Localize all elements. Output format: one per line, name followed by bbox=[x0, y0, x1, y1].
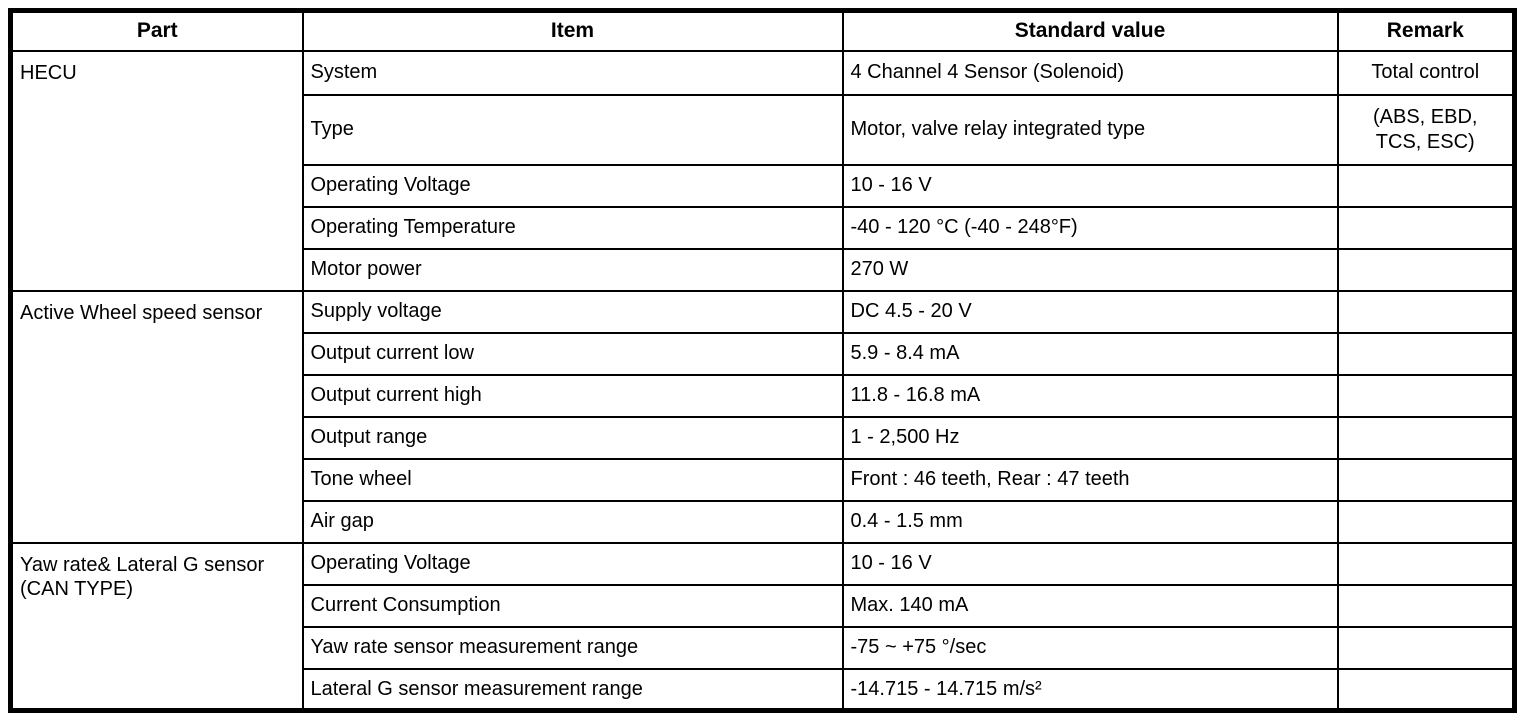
standard-value-cell: 270 W bbox=[841, 247, 1339, 292]
remark-cell bbox=[1336, 499, 1516, 544]
col-header-remark: Remark bbox=[1336, 9, 1516, 52]
standard-value-cell: -75 ~ +75 °/sec bbox=[841, 625, 1339, 670]
item-cell: System bbox=[301, 49, 844, 96]
standard-value-cell: Max. 140 mA bbox=[841, 583, 1339, 628]
remark-cell bbox=[1336, 625, 1516, 670]
remark-cell bbox=[1336, 667, 1516, 712]
table-row: Operating Voltage 10 - 16 V bbox=[11, 163, 1516, 208]
remark-cell bbox=[1336, 457, 1516, 502]
item-cell: Operating Temperature bbox=[301, 205, 844, 250]
part-cell-hecu: HECU bbox=[9, 49, 304, 292]
item-cell: Tone wheel bbox=[301, 457, 844, 502]
table-row: Output range 1 - 2,500 Hz bbox=[11, 415, 1516, 460]
item-cell: Type bbox=[301, 93, 844, 166]
standard-value-cell: Motor, valve relay integrated type bbox=[841, 93, 1339, 166]
table-row: Tone wheel Front : 46 teeth, Rear : 47 t… bbox=[11, 457, 1516, 502]
standard-value-cell: 5.9 - 8.4 mA bbox=[841, 331, 1339, 376]
remark-cell: Total control bbox=[1336, 49, 1516, 96]
remark-cell bbox=[1336, 247, 1516, 292]
table-row: Operating Temperature -40 - 120 °C (-40 … bbox=[11, 205, 1516, 250]
standard-value-cell: 10 - 16 V bbox=[841, 163, 1339, 208]
remark-cell bbox=[1336, 583, 1516, 628]
standard-value-cell: -40 - 120 °C (-40 - 248°F) bbox=[841, 205, 1339, 250]
specification-table: Part Item Standard value Remark HECU Sys… bbox=[8, 8, 1517, 713]
standard-value-cell: 10 - 16 V bbox=[841, 541, 1339, 586]
table-row: Motor power 270 W bbox=[11, 247, 1516, 292]
item-cell: Output current high bbox=[301, 373, 844, 418]
standard-value-cell: DC 4.5 - 20 V bbox=[841, 289, 1339, 334]
remark-cell bbox=[1336, 289, 1516, 334]
item-cell: Motor power bbox=[301, 247, 844, 292]
standard-value-cell: 0.4 - 1.5 mm bbox=[841, 499, 1339, 544]
item-cell: Operating Voltage bbox=[301, 541, 844, 586]
table-row: Output current high 11.8 - 16.8 mA bbox=[11, 373, 1516, 418]
remark-cell bbox=[1336, 541, 1516, 586]
standard-value-cell: 1 - 2,500 Hz bbox=[841, 415, 1339, 460]
remark-cell bbox=[1336, 373, 1516, 418]
col-header-item: Item bbox=[301, 9, 844, 52]
table-row: Air gap 0.4 - 1.5 mm bbox=[11, 499, 1516, 544]
remark-cell: (ABS, EBD, TCS, ESC) bbox=[1336, 93, 1516, 166]
table-row: Lateral G sensor measurement range -14.7… bbox=[11, 667, 1516, 712]
item-cell: Supply voltage bbox=[301, 289, 844, 334]
table-row: Yaw rate sensor measurement range -75 ~ … bbox=[11, 625, 1516, 670]
standard-value-cell: 4 Channel 4 Sensor (Solenoid) bbox=[841, 49, 1339, 96]
table-row: Active Wheel speed sensor Supply voltage… bbox=[9, 289, 1516, 544]
item-cell: Lateral G sensor measurement range bbox=[301, 667, 844, 712]
standard-value-cell: Front : 46 teeth, Rear : 47 teeth bbox=[841, 457, 1339, 502]
table-row: Type Motor, valve relay integrated type … bbox=[11, 93, 1516, 166]
table-row: Current Consumption Max. 140 mA bbox=[11, 583, 1516, 628]
item-cell: Output current low bbox=[301, 331, 844, 376]
remark-cell bbox=[1336, 163, 1516, 208]
item-cell: Operating Voltage bbox=[301, 163, 844, 208]
standard-value-cell: 11.8 - 16.8 mA bbox=[841, 373, 1339, 418]
remark-cell bbox=[1336, 205, 1516, 250]
item-cell: Air gap bbox=[301, 499, 844, 544]
table-row: HECU System 4 Channel 4 Sensor (Solenoid… bbox=[9, 49, 1516, 292]
col-header-part: Part bbox=[9, 9, 304, 52]
table-row: Yaw rate& Lateral G sensor (CAN TYPE) Op… bbox=[9, 541, 1516, 712]
remark-cell bbox=[1336, 415, 1516, 460]
item-cell: Current Consumption bbox=[301, 583, 844, 628]
standard-value-cell: -14.715 - 14.715 m/s² bbox=[841, 667, 1339, 712]
item-cell: Yaw rate sensor measurement range bbox=[301, 625, 844, 670]
col-header-standard-value: Standard value bbox=[841, 9, 1339, 52]
header-row: Part Item Standard value Remark bbox=[9, 9, 1516, 52]
item-cell: Output range bbox=[301, 415, 844, 460]
part-cell-yaw-lateral-g-sensor: Yaw rate& Lateral G sensor (CAN TYPE) bbox=[9, 541, 304, 712]
table-row: Output current low 5.9 - 8.4 mA bbox=[11, 331, 1516, 376]
remark-cell bbox=[1336, 331, 1516, 376]
part-cell-wheel-speed-sensor: Active Wheel speed sensor bbox=[9, 289, 304, 544]
